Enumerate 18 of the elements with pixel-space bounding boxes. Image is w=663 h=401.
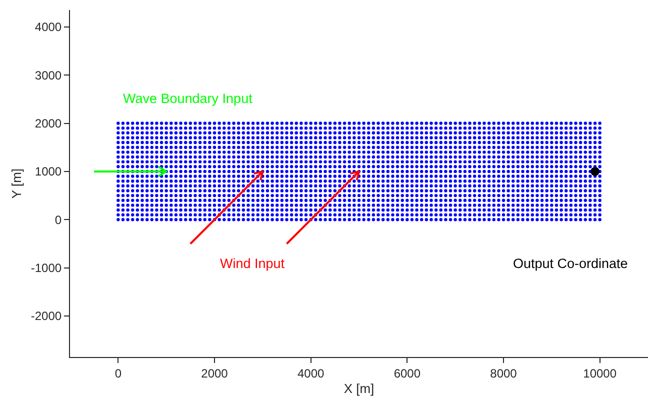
- annotation: Wind Input: [220, 256, 285, 271]
- x-axis-title: X [m]: [344, 381, 374, 396]
- y-tick-label: 4000: [34, 20, 62, 34]
- x-tick-label: 2000: [201, 366, 228, 380]
- x-tick-label: 8000: [490, 366, 518, 380]
- y-tick-label: -1000: [30, 261, 62, 276]
- x-tick-label: 6000: [394, 366, 421, 380]
- x-tick-label: 0: [114, 366, 122, 380]
- y-tick-label: -2000: [30, 309, 62, 324]
- annotation: Output Co-ordinate: [513, 256, 628, 271]
- annotation: Wave Boundary Input: [123, 91, 253, 106]
- y-tick-label: 2000: [34, 116, 62, 130]
- x-tick-label: 10000: [583, 366, 617, 380]
- y-tick-label: 3000: [34, 68, 62, 82]
- y-tick-label: 0: [54, 212, 62, 227]
- x-tick-label: 4000: [297, 366, 324, 380]
- y-tick-label: 1000: [34, 164, 62, 179]
- y-axis-title: Y [m]: [8, 168, 24, 199]
